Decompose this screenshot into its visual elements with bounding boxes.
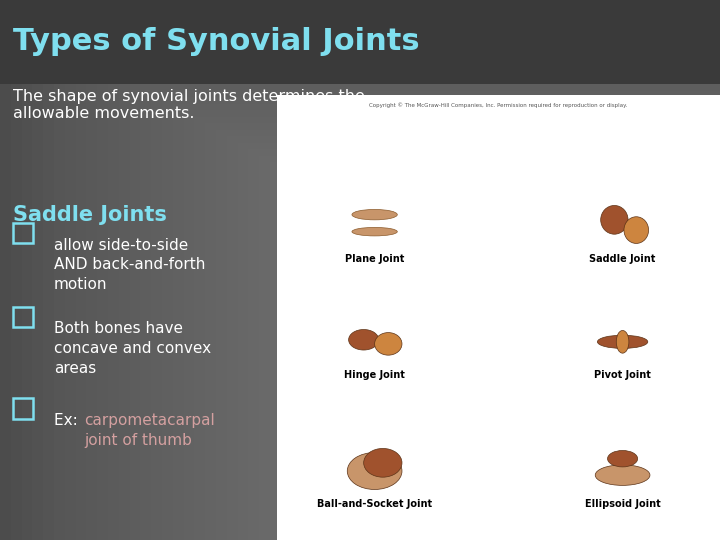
- Text: Ellipsoid Joint: Ellipsoid Joint: [585, 499, 660, 509]
- Text: Ball-and-Socket Joint: Ball-and-Socket Joint: [317, 499, 432, 509]
- Text: Pivot Joint: Pivot Joint: [594, 369, 651, 380]
- Text: Saddle Joint: Saddle Joint: [590, 254, 656, 264]
- Bar: [13, 307, 33, 327]
- Circle shape: [364, 448, 402, 477]
- Ellipse shape: [352, 210, 397, 220]
- Bar: [13, 223, 33, 243]
- Ellipse shape: [352, 227, 397, 236]
- Ellipse shape: [595, 465, 650, 485]
- Bar: [277, 94, 720, 540]
- Ellipse shape: [374, 333, 402, 355]
- Text: Types of Synovial Joints: Types of Synovial Joints: [13, 27, 420, 56]
- Text: Saddle Joints: Saddle Joints: [13, 205, 167, 225]
- Ellipse shape: [624, 217, 649, 244]
- Ellipse shape: [348, 329, 379, 350]
- Ellipse shape: [616, 330, 629, 353]
- Text: carpometacarpal
joint of thumb: carpometacarpal joint of thumb: [84, 413, 215, 448]
- Bar: [13, 399, 33, 418]
- Text: Hinge Joint: Hinge Joint: [344, 369, 405, 380]
- Ellipse shape: [600, 206, 628, 234]
- Ellipse shape: [347, 453, 402, 489]
- Text: Plane Joint: Plane Joint: [345, 254, 405, 264]
- Text: The shape of synovial joints determines the
allowable movements.: The shape of synovial joints determines …: [13, 89, 365, 122]
- Text: allow side-to-side
AND back-and-forth
motion: allow side-to-side AND back-and-forth mo…: [54, 238, 205, 292]
- Text: Ex:: Ex:: [54, 413, 88, 428]
- Text: Copyright © The McGraw-Hill Companies, Inc. Permission required for reproduction: Copyright © The McGraw-Hill Companies, I…: [369, 103, 628, 108]
- Text: Both bones have
concave and convex
areas: Both bones have concave and convex areas: [54, 321, 211, 376]
- Bar: [0, 0, 720, 84]
- Ellipse shape: [608, 450, 638, 467]
- Ellipse shape: [598, 335, 648, 348]
